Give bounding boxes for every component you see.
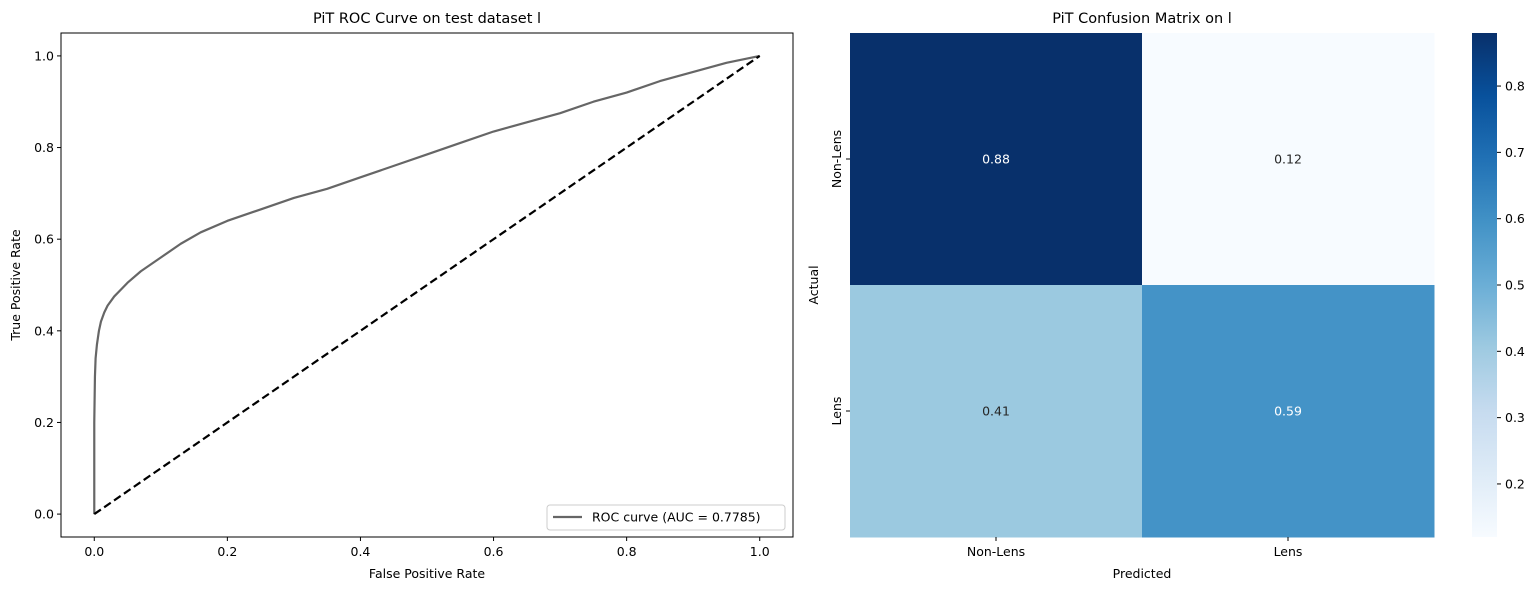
colorbar-gradient [1472,33,1497,537]
roc-plot-lines [93,54,761,515]
roc-x-tick-label: 1.0 [750,544,770,559]
roc-x-tick-label: 0.6 [484,544,504,559]
roc-x-tick-label: 0.0 [84,544,104,559]
cm-cell-label: 0.59 [1274,404,1302,419]
cm-cells: 0.88 0.12 0.41 0.59 [850,33,1435,538]
cm-y-axis-label: Actual [806,265,821,304]
roc-y-tick-label: 1.0 [34,48,54,63]
cm-cell-label: 0.88 [982,152,1010,167]
cm-y-tick-label: Non-Lens [829,130,844,188]
colorbar-tick-label: 0.6 [1505,211,1525,226]
confusion-panel: PiT Confusion Matrix on l 0.88 0.120.41 0.… [806,11,1435,581]
roc-legend-box [546,504,786,531]
colorbar-tick-label: 0.4 [1505,344,1525,359]
roc-legend-label: ROC curve (AUC = 0.7785) [592,510,761,525]
roc-x-tick-label: 0.2 [217,544,237,559]
cm-cell-label: 0.41 [982,404,1010,419]
roc-curve-line [93,54,760,515]
cm-x-tick-label: Lens [1274,544,1303,559]
roc-panel: PiT ROC Curve on test dataset l 0.00.20.… [8,11,794,581]
roc-y-axis-label: True Positive Rate [8,229,23,342]
cm-cell [850,33,1143,286]
roc-y-tick-label: 0.0 [34,507,54,522]
cm-y-tick-label: Lens [829,397,844,426]
roc-y-tick-label: 0.6 [34,232,54,247]
roc-title: PiT ROC Curve on test dataset l [313,11,541,27]
roc-y-tick-label: 0.2 [34,415,54,430]
roc-y-tick-label: 0.8 [34,140,54,155]
chance-diagonal-line [93,55,761,515]
colorbar-tick-label: 0.7 [1505,145,1525,160]
roc-axes-frame [60,32,794,538]
colorbar-tick-label: 0.3 [1505,410,1525,425]
roc-x-tick-label: 0.4 [351,544,371,559]
colorbar-tick-label: 0.5 [1505,278,1525,293]
cm-x-tick-label: Non-Lens [967,544,1025,559]
cm-title: PiT Confusion Matrix on l [1052,11,1232,27]
cm-cell [1142,33,1435,286]
roc-x-ticks: 0.0 0.2 0.4 0.6 0.8 1.0 [84,537,770,559]
cm-cell-label: 0.12 [1274,152,1302,167]
roc-x-tick-label: 0.8 [617,544,637,559]
colorbar: 0.2 0.3 0.4 0.5 0.6 0.7 0.8 [1472,33,1525,537]
roc-x-axis-label: False Positive Rate [369,566,485,581]
cm-ticks: Non-Lens Lens Non-Lens Lens [829,130,1302,559]
cm-cell [1142,285,1435,538]
colorbar-tick-label: 0.8 [1505,79,1525,94]
cm-x-axis-label: Predicted [1113,566,1172,581]
cm-cell [850,285,1143,538]
colorbar-ticks: 0.2 0.3 0.4 0.5 0.6 0.7 0.8 [1497,79,1525,491]
roc-legend: ROC curve (AUC = 0.7785) [546,504,786,531]
roc-y-ticks: 0.0 0.2 0.4 0.6 0.8 1.0 [34,48,61,522]
roc-y-tick-label: 0.4 [34,323,54,338]
colorbar-tick-label: 0.2 [1505,476,1525,491]
